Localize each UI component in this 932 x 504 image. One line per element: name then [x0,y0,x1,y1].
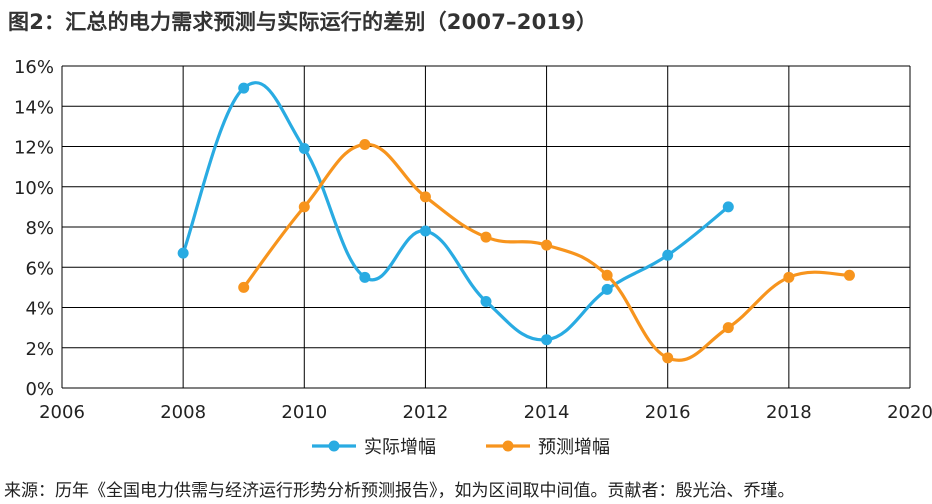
data-point [722,322,734,334]
chart-title: 图2：汇总的电力需求预测与实际运行的差别（2007–2019） [8,10,598,34]
data-point [177,247,189,259]
data-point [359,271,371,283]
y-tick-label: 6% [25,258,54,279]
data-point [238,281,250,293]
data-point [662,352,674,364]
series-line-actual [181,81,730,342]
data-point [541,239,553,251]
y-tick-label: 10% [14,178,54,199]
legend-label: 实际增幅 [364,437,436,458]
x-tick-label: 2020 [887,402,932,423]
y-tick-label: 2% [25,339,54,360]
data-point [783,271,795,283]
x-tick-label: 2008 [160,402,206,423]
x-tick-label: 2006 [39,402,85,423]
data-point [238,82,250,94]
data-point [419,225,431,237]
data-point [541,334,553,346]
data-point [298,143,310,155]
x-tick-label: 2016 [645,402,691,423]
y-tick-label: 0% [25,379,54,400]
x-tick-label: 2018 [766,402,812,423]
data-point [480,231,492,243]
x-tick-label: 2014 [524,402,570,423]
line-chart: 0% 2% 4% 6% 8% 10% 12% 14% 16% 2006 2008 2010 2012 20… [14,57,932,458]
grid-layer [61,65,911,389]
series-layer [177,81,855,364]
y-tick-label: 16% [14,57,54,78]
data-point [298,201,310,213]
legend: 实际增幅 预测增幅 [312,437,610,458]
legend-swatch-marker [502,440,514,452]
data-point [601,269,613,281]
y-tick-label: 4% [25,299,54,320]
data-point [419,191,431,203]
y-tick-label: 14% [14,97,54,118]
y-tick-label: 12% [14,138,54,159]
data-point [662,249,674,261]
data-point [359,138,371,150]
legend-label: 预测增幅 [538,437,610,458]
data-point [601,283,613,295]
x-tick-label: 2012 [403,402,449,423]
y-tick-label: 8% [25,218,54,239]
data-point [843,269,855,281]
data-point [480,295,492,307]
x-tick-label: 2010 [281,402,327,423]
source-note: 来源：历年《全国电力供需与经济运行形势分析预测报告》，如为区间取中间值。贡献者：… [4,481,795,501]
axis-layer: 0% 2% 4% 6% 8% 10% 12% 14% 16% 2006 2008 2010 2012 20… [14,57,932,423]
legend-swatch-marker [328,440,340,452]
data-point [722,201,734,213]
